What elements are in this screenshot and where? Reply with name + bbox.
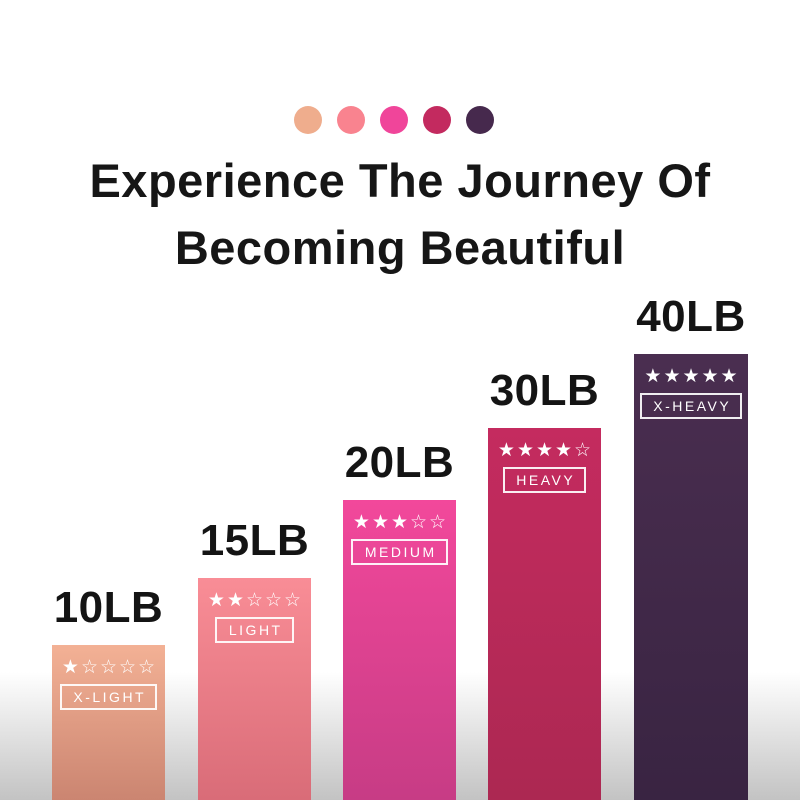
weight-label-15lb: 15LB (199, 516, 310, 565)
star-rating-15lb: ★★☆☆☆ (207, 590, 304, 611)
star-rating-30lb: ★★★★☆ (497, 440, 594, 461)
title-line-2: Becoming Beautiful (174, 221, 626, 274)
bar-column-40lb: 40LB ★★★★★ X-HEAVY (634, 292, 748, 800)
star-rating-20lb: ★★★☆☆ (352, 512, 449, 533)
band-label-30lb: HEAVY (502, 467, 587, 493)
title-line-1: Experience The Journey Of (89, 154, 711, 207)
weight-label-40lb: 40LB (636, 292, 746, 341)
band-label-15lb: LIGHT (215, 617, 294, 643)
bar-column-10lb: 10LB ★☆☆☆☆ X-LIGHT (52, 583, 165, 800)
band-label-40lb: X-HEAVY (639, 393, 743, 419)
palette-dot-xlight (294, 106, 322, 134)
palette-dot-light (337, 106, 365, 134)
page-title: Experience The Journey Of Becoming Beaut… (0, 147, 800, 281)
bar-fill-40lb (634, 354, 748, 800)
bar-fill-20lb (343, 500, 456, 800)
weight-label-10lb: 10LB (53, 583, 164, 632)
weight-label-30lb: 30LB (489, 366, 600, 415)
star-rating-10lb: ★☆☆☆☆ (61, 657, 158, 678)
weight-label-20lb: 20LB (344, 438, 455, 487)
bar-column-30lb: 30LB ★★★★☆ HEAVY (488, 366, 601, 800)
bar-fill-10lb (52, 645, 165, 800)
band-label-20lb: MEDIUM (351, 539, 448, 565)
star-rating-40lb: ★★★★★ (644, 366, 740, 387)
palette-dot-heavy (423, 106, 451, 134)
bar-column-20lb: 20LB ★★★☆☆ MEDIUM (343, 438, 456, 800)
palette-dot-medium (380, 106, 408, 134)
palette-dot-xheavy (466, 106, 494, 134)
bar-column-15lb: 15LB ★★☆☆☆ LIGHT (198, 516, 311, 800)
bar-fill-30lb (488, 428, 601, 800)
palette-dots (0, 106, 788, 134)
band-label-10lb: X-LIGHT (59, 684, 158, 710)
bar-fill-15lb (198, 578, 311, 800)
